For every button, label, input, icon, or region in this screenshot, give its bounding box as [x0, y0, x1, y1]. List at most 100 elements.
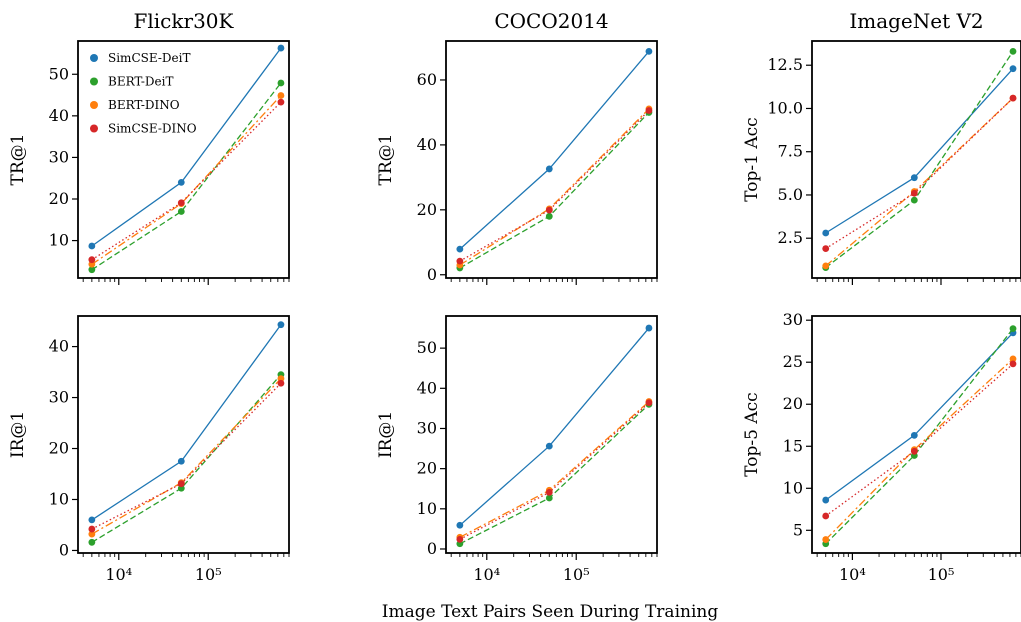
series-simcse-dino	[88, 98, 285, 264]
plot-frame	[445, 315, 658, 554]
y-tick-label: 10.0	[767, 98, 803, 117]
series-line	[91, 382, 282, 530]
y-tick-label: 20	[417, 200, 437, 219]
plot-frame	[811, 315, 1021, 554]
data-point	[88, 530, 96, 538]
data-point	[277, 44, 285, 52]
data-point	[1009, 325, 1017, 333]
y-tick-label: 2.5	[778, 228, 803, 247]
data-point	[545, 442, 553, 450]
series-simcse-deit	[88, 44, 285, 250]
data-point	[88, 516, 96, 524]
series-line	[459, 50, 650, 250]
data-point	[88, 266, 96, 274]
data-point	[910, 189, 918, 197]
series-4	[456, 107, 653, 265]
series-line	[825, 97, 1014, 267]
data-point	[456, 257, 464, 265]
data-point	[822, 512, 830, 520]
y-tick-label: 40	[49, 337, 69, 356]
data-point	[456, 535, 464, 543]
series-1	[456, 47, 653, 253]
y-tick-label: 10	[49, 231, 69, 250]
data-point	[822, 262, 830, 270]
data-point	[645, 47, 653, 55]
y-axis-label: Top-1 Acc	[742, 117, 762, 201]
y-tick-label: 30	[49, 388, 69, 407]
y-tick-label: 50	[49, 64, 69, 83]
y-tick-label: 10	[49, 489, 69, 508]
y-tick-label: 60	[417, 70, 437, 89]
data-point	[177, 199, 185, 207]
x-tick-label: 10⁴	[105, 565, 132, 584]
y-tick-label: 30	[417, 418, 437, 437]
series-line	[825, 332, 1014, 501]
legend-marker	[90, 101, 98, 109]
y-tick-label: 20	[417, 459, 437, 478]
data-point	[1009, 360, 1017, 368]
series-2	[456, 400, 653, 548]
series-line	[459, 401, 650, 538]
plot-frame	[445, 40, 658, 279]
panel-2: COCO2014 TR@1 0 20 40 60	[376, 9, 658, 285]
y-tick-label: 10	[783, 478, 803, 497]
y-tick-label: 7.5	[778, 142, 803, 161]
data-point	[456, 521, 464, 529]
data-point	[545, 212, 553, 220]
series-3	[822, 355, 1017, 543]
series-4	[822, 360, 1017, 520]
legend-label: BERT-DINO	[108, 98, 180, 112]
plot-frame	[77, 40, 290, 279]
data-point	[277, 92, 285, 99]
panel-title: Flickr30K	[134, 9, 235, 33]
series-line	[459, 110, 650, 262]
legend-marker	[90, 54, 98, 62]
data-point	[177, 480, 185, 488]
plot-frame	[77, 315, 290, 554]
series-1	[822, 65, 1017, 237]
series-bert-dino	[88, 92, 285, 268]
data-point	[545, 488, 553, 496]
y-tick-label: 30	[783, 310, 803, 329]
y-tick-label: 0	[59, 540, 69, 559]
panel-title: COCO2014	[494, 9, 608, 33]
series-3	[456, 398, 653, 541]
y-tick-label: 5.0	[778, 185, 803, 204]
x-tick-label: 10⁵	[563, 565, 590, 584]
data-point	[545, 165, 553, 173]
y-axis-label: IR@1	[8, 411, 28, 458]
data-point	[1009, 94, 1017, 102]
panel-3: ImageNet V2 Top-1 Acc 2.5 5.0 7.5 10.0 12.5	[742, 9, 1021, 285]
data-point	[277, 321, 285, 329]
series-bert-deit	[88, 79, 285, 274]
series-4	[822, 94, 1017, 252]
y-tick-label: 0	[427, 539, 437, 558]
y-tick-label: 20	[49, 439, 69, 458]
y-tick-label: 40	[417, 135, 437, 154]
series-2	[456, 109, 653, 272]
data-point	[822, 536, 830, 543]
y-tick-label: 40	[49, 106, 69, 125]
series-line	[825, 97, 1014, 250]
data-point	[277, 79, 285, 87]
panels: Flickr30KTR@11020304050SimCSE-DeiTBERT-D…	[8, 9, 1021, 584]
legend-marker	[90, 77, 98, 86]
y-tick-label: 5	[793, 520, 803, 539]
data-point	[177, 178, 185, 186]
data-point	[1009, 47, 1017, 55]
series-1	[456, 324, 653, 529]
legend-label: BERT-DeiT	[108, 75, 173, 89]
panel-title: ImageNet V2	[849, 9, 983, 33]
y-tick-label: 10	[417, 499, 437, 518]
series-line	[825, 328, 1014, 545]
series-4	[88, 379, 285, 533]
series-2	[88, 371, 285, 546]
y-axis-label: TR@1	[376, 134, 396, 186]
series-1	[822, 329, 1017, 504]
series-line	[825, 358, 1014, 541]
data-point	[177, 208, 185, 215]
y-axis-label: TR@1	[8, 134, 28, 186]
series-1	[88, 321, 285, 524]
data-point	[277, 98, 285, 106]
